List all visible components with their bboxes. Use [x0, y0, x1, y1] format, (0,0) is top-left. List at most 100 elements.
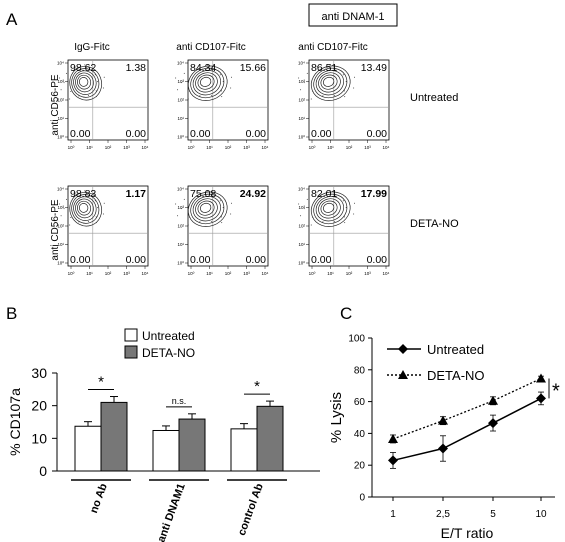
y-tick-label: 0: [39, 463, 47, 479]
event-dot: [219, 74, 221, 76]
x-tick-label: 10¹: [206, 145, 213, 150]
event-dot: [322, 221, 324, 223]
density-contour: [315, 196, 345, 222]
data-point-diamond: [536, 393, 546, 404]
event-dot: [94, 74, 96, 76]
x-tick-label: 10¹: [327, 145, 334, 150]
event-dot: [221, 96, 223, 98]
event-dot: [94, 200, 96, 202]
x-tick-label: 10²: [105, 271, 112, 276]
series-line: [392, 377, 542, 440]
x-tick-label: 10²: [105, 145, 112, 150]
quadrant-value-upper-right: 15.66: [240, 62, 266, 74]
quadrant-value-upper-left: 98.83: [70, 188, 96, 200]
data-point-triangle: [388, 433, 398, 443]
y-tick-label: 10⁰: [57, 135, 64, 140]
contour-plot: 10⁰ 10⁰ 10¹ 10¹ 10² 10² 10³ 10³ 10⁴ 10⁴ 86.51 13.49…: [298, 59, 390, 150]
quadrant-value-lower-left: 0.00: [311, 254, 332, 266]
event-dot: [65, 72, 67, 74]
density-contour: [75, 72, 94, 93]
y-tick-label: 30: [31, 365, 47, 381]
density-contour: [195, 198, 218, 219]
event-dot: [175, 203, 177, 205]
y-tick-label: 10⁴: [177, 187, 184, 192]
quadrant-value-lower-right: 0.00: [126, 254, 147, 266]
density-contour: [199, 76, 212, 87]
significance-marker: n.s.: [172, 396, 187, 406]
bar: [256, 405, 284, 472]
x-tick-label: 10⁰: [309, 145, 316, 150]
event-dot: [69, 98, 71, 100]
data-point-triangle: [488, 395, 498, 405]
y-tick-label: 0: [359, 493, 365, 504]
event-dot: [65, 198, 67, 200]
event-dot: [335, 195, 337, 197]
event-dot: [97, 207, 99, 209]
data-point-triangle: [438, 415, 448, 425]
event-dot: [343, 90, 345, 92]
quadrant-value-lower-left: 0.00: [190, 254, 211, 266]
x-tick-label: 10³: [123, 145, 130, 150]
event-dot: [60, 215, 62, 217]
density-contour: [73, 196, 97, 221]
legend-label: Untreated: [142, 329, 195, 343]
x-tick-label: 10³: [364, 271, 371, 276]
density-contour: [78, 203, 89, 213]
density-contour: [69, 66, 103, 101]
quadrant-value-upper-left: 86.51: [311, 62, 337, 74]
density-contour: [192, 70, 222, 96]
event-dot: [180, 208, 182, 210]
density-contour: [315, 70, 345, 96]
bar: [152, 429, 180, 472]
y-axis-label: % Lysis: [328, 392, 345, 443]
bar: [100, 401, 128, 472]
y-tick-label: 10²: [177, 224, 184, 229]
contour-plot: 10⁰ 10⁰ 10¹ 10¹ 10² 10² 10³ 10³ 10⁴ 10⁴ 82.01 17.99…: [298, 185, 390, 276]
quadrant-value-upper-left: 98.62: [70, 62, 96, 74]
event-dot: [344, 96, 346, 98]
density-contour: [195, 72, 218, 93]
x-tick-label: 10²: [225, 271, 232, 276]
density-contour: [187, 191, 228, 227]
x-tick-label: 10: [535, 509, 547, 520]
density-contour: [71, 194, 100, 224]
quadrant-value-lower-right: 0.00: [367, 128, 388, 140]
category-label: no Ab: [88, 482, 110, 515]
data-point-diamond: [388, 455, 398, 466]
quadrant-value-lower-left: 0.00: [70, 254, 91, 266]
event-dot: [298, 77, 300, 79]
treatment-box-label: anti DNAM-1: [322, 11, 385, 23]
event-dot: [63, 208, 65, 210]
y-tick-label: 10⁴: [298, 61, 305, 66]
data-point-triangle: [536, 373, 546, 383]
y-tick-label: 10¹: [57, 242, 64, 247]
x-tick-label: 10⁰: [309, 271, 316, 276]
quadrant-value-lower-right: 0.00: [367, 254, 388, 266]
event-dot: [87, 221, 89, 223]
y-tick-label: 10³: [298, 79, 305, 84]
legend-label: DETA-NO: [427, 368, 485, 383]
significance-marker: *: [98, 374, 104, 391]
y-tick-label: 10⁰: [298, 261, 305, 266]
event-dot: [298, 203, 300, 205]
event-dot: [78, 221, 80, 223]
event-dot: [230, 202, 232, 204]
event-dot: [353, 213, 355, 215]
legend-swatch: [124, 328, 138, 342]
quadrant-value-upper-right: 1.38: [126, 62, 147, 74]
x-tick-label: 10⁰: [188, 145, 195, 150]
event-dot: [183, 72, 185, 74]
event-dot: [222, 81, 224, 83]
event-dot: [300, 215, 302, 217]
event-dot: [193, 192, 195, 194]
y-axis-label-row-2: anti CD56-PE: [50, 199, 61, 260]
event-dot: [220, 90, 222, 92]
series-line: [392, 397, 542, 462]
event-dot: [63, 82, 65, 84]
y-tick-label: 10¹: [177, 242, 184, 247]
event-dot: [220, 216, 222, 218]
quadrant-value-lower-left: 0.00: [70, 128, 91, 140]
y-tick-label: 60: [354, 397, 366, 408]
y-tick-label: 10²: [57, 98, 64, 103]
density-contour: [197, 74, 215, 90]
